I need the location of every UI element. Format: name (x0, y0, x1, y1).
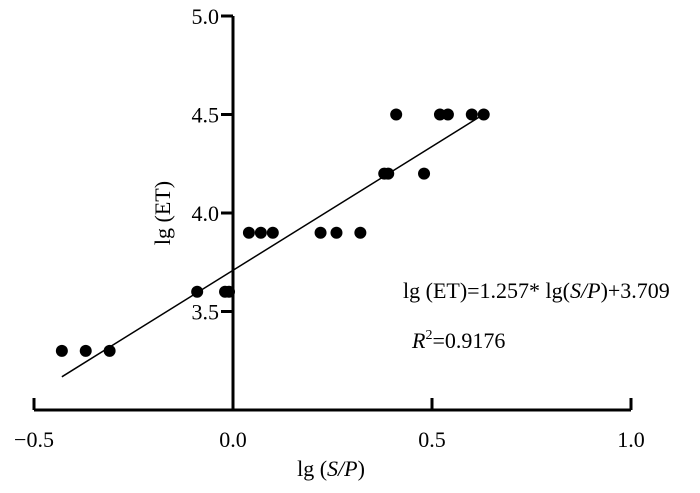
y-tick-label: 4.5 (192, 103, 220, 128)
data-point (418, 167, 431, 180)
x-tick-label: 0.0 (219, 427, 247, 452)
regression-equation: lg (ET)=1.257* lg(S/P)+3.709 (403, 278, 670, 303)
data-point (266, 226, 279, 239)
y-tick-labels: 3.5 4.0 4.5 5.0 (192, 4, 220, 325)
data-point (477, 108, 490, 121)
y-tick-label: 4.0 (192, 201, 220, 226)
x-tick-label: −0.5 (14, 427, 54, 452)
data-point (242, 226, 255, 239)
data-point (55, 344, 68, 357)
data-point (314, 226, 327, 239)
y-axis-label: lg (ET) (150, 181, 175, 245)
data-point (465, 108, 478, 121)
data-point (382, 167, 395, 180)
y-tick-label: 5.0 (192, 4, 220, 29)
r-squared-annotation: R2=0.9176 (411, 328, 505, 353)
data-points (55, 108, 490, 357)
data-point (223, 285, 236, 298)
data-point (354, 226, 367, 239)
x-axis-label: lg (S/P) (297, 456, 365, 481)
data-point (79, 344, 92, 357)
data-point (191, 285, 204, 298)
data-point (254, 226, 267, 239)
y-tick-marks (221, 14, 233, 313)
x-tick-label: 1.0 (617, 427, 645, 452)
x-tick-label: 0.5 (418, 427, 446, 452)
data-point (441, 108, 454, 121)
data-point (390, 108, 403, 121)
data-point (330, 226, 343, 239)
x-tick-labels: −0.5 0.0 0.5 1.0 (14, 427, 645, 452)
data-point (103, 344, 116, 357)
y-tick-label: 3.5 (192, 300, 220, 325)
regression-line (61, 116, 481, 378)
x-tick-marks (32, 398, 633, 410)
